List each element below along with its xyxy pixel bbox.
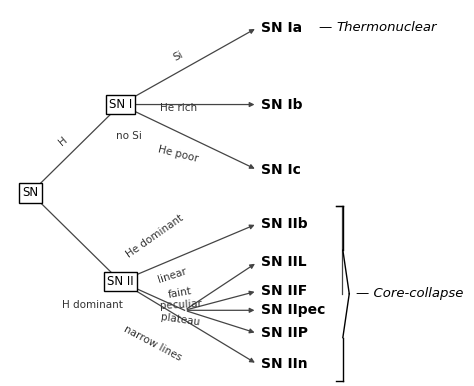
Text: He rich: He rich bbox=[160, 103, 197, 113]
Text: Si: Si bbox=[172, 50, 185, 63]
Text: SN IIP: SN IIP bbox=[261, 327, 308, 340]
Text: no Si: no Si bbox=[116, 131, 142, 141]
Text: He dominant: He dominant bbox=[124, 213, 185, 259]
Text: H: H bbox=[56, 135, 69, 147]
Text: SN Ib: SN Ib bbox=[261, 98, 302, 112]
Text: SN IIb: SN IIb bbox=[261, 217, 307, 231]
Text: SN Ic: SN Ic bbox=[261, 163, 301, 177]
Text: peculiar: peculiar bbox=[159, 299, 201, 312]
Text: narrow lines: narrow lines bbox=[122, 323, 183, 362]
Text: SN Ia: SN Ia bbox=[261, 20, 302, 35]
Text: SN II: SN II bbox=[107, 275, 134, 288]
Text: H dominant: H dominant bbox=[62, 300, 123, 310]
Text: linear: linear bbox=[156, 266, 187, 285]
Text: Thermonuclear: Thermonuclear bbox=[337, 21, 437, 34]
Text: He poor: He poor bbox=[157, 145, 200, 164]
Text: SN IIL: SN IIL bbox=[261, 255, 306, 269]
Text: SN IIn: SN IIn bbox=[261, 357, 307, 371]
Text: SN: SN bbox=[23, 186, 39, 200]
Text: —: — bbox=[319, 21, 337, 34]
Text: plateau: plateau bbox=[160, 312, 201, 328]
Text: faint: faint bbox=[168, 286, 193, 300]
Text: — Core-collapse: — Core-collapse bbox=[356, 287, 463, 300]
Text: SN I: SN I bbox=[109, 98, 132, 111]
Text: SN IIF: SN IIF bbox=[261, 284, 307, 298]
Text: SN IIpec: SN IIpec bbox=[261, 303, 325, 317]
